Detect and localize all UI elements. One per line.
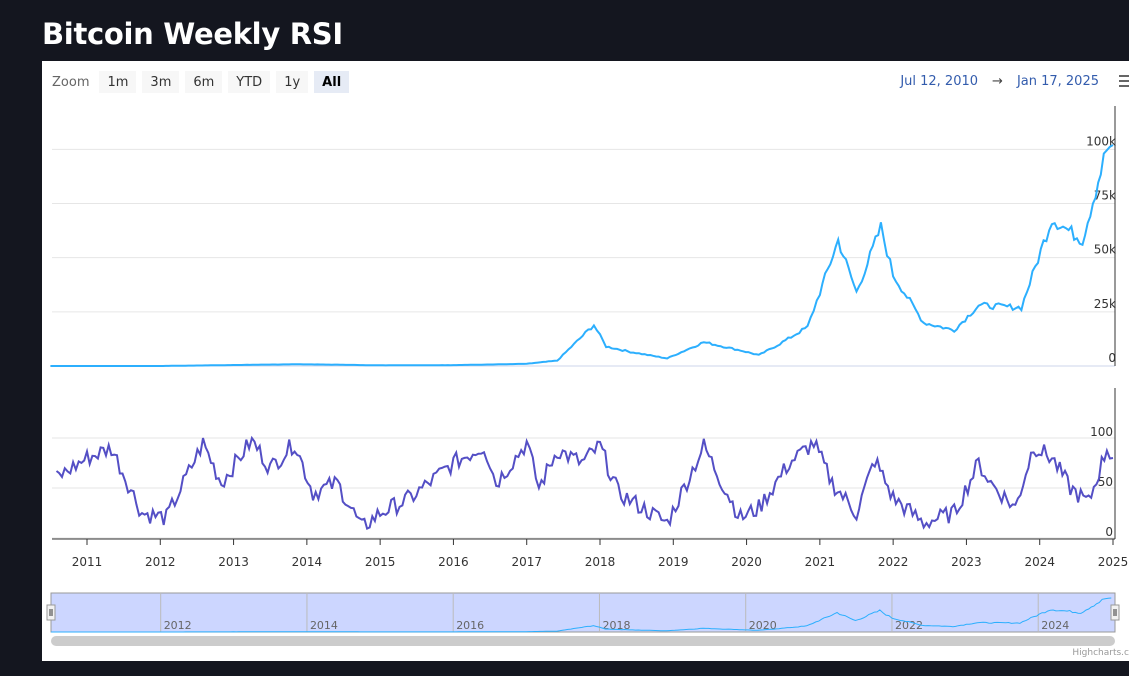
x-tick-label: 2017 (511, 555, 542, 569)
price-y-tick-label: 25k (1094, 297, 1116, 311)
price-y-tick-label: 100k (1086, 134, 1116, 148)
navigator-tick-label: 2020 (749, 619, 777, 632)
rsi-y-tick-label: 50 (1098, 475, 1113, 489)
x-tick-label: 2020 (731, 555, 762, 569)
page-title: Bitcoin Weekly RSI (42, 17, 343, 51)
price-y-tick-label: 0 (1108, 351, 1116, 365)
navigator-left-handle[interactable] (46, 604, 56, 621)
x-tick-label: 2014 (292, 555, 323, 569)
zoom-1m-button[interactable]: 1m (99, 71, 137, 93)
price-series-line (50, 144, 1114, 367)
x-tick-label: 2012 (145, 555, 176, 569)
date-range: Jul 12, 2010 → Jan 17, 2025 (900, 74, 1099, 89)
navigator-tick-label: 2016 (456, 619, 484, 632)
credits: Highcharts.c (1072, 648, 1129, 658)
zoom-ytd-button[interactable]: YTD (228, 71, 271, 93)
price-y-tick-label: 75k (1094, 189, 1116, 203)
zoom-all-button[interactable]: All (314, 71, 350, 93)
rsi-y-tick-label: 0 (1105, 525, 1113, 539)
rsi-y-tick-label: 100 (1090, 425, 1113, 439)
x-tick-label: 2023 (951, 555, 982, 569)
x-tick-label: 2024 (1024, 555, 1055, 569)
navigator-scrollbar[interactable] (51, 636, 1115, 646)
range-from-input[interactable]: Jul 12, 2010 (900, 74, 979, 89)
navigator-tick-label: 2012 (164, 619, 192, 632)
navigator-tick-label: 2014 (310, 619, 338, 632)
zoom-label: Zoom (52, 74, 90, 90)
x-tick-label: 2016 (438, 555, 469, 569)
zoom-1y-button[interactable]: 1y (276, 71, 309, 93)
x-tick-label: 2018 (585, 555, 616, 569)
navigator-tick-label: 2024 (1041, 619, 1069, 632)
navigator-tick-label: 2022 (895, 619, 923, 632)
hamburger-menu-icon[interactable] (1119, 75, 1129, 90)
zoom-bar: Zoom 1m 3m 6m YTD 1y All (52, 71, 350, 93)
x-tick-label: 2021 (805, 555, 836, 569)
zoom-6m-button[interactable]: 6m (185, 71, 223, 93)
x-tick-label: 2022 (878, 555, 909, 569)
x-tick-label: 2025 (1098, 555, 1129, 569)
range-to-input[interactable]: Jan 17, 2025 (1016, 74, 1099, 89)
navigator-series-line (51, 597, 1112, 633)
price-y-tick-label: 50k (1094, 243, 1116, 257)
chart-svg: 0 25k 50k 75k 100k 0 50 100 2011 2012 2013 2014 2015… (46, 106, 1129, 646)
x-tick-label: 2019 (658, 555, 689, 569)
navigator-right-handle[interactable] (1110, 604, 1120, 621)
rsi-series-line (55, 435, 1114, 531)
zoom-3m-button[interactable]: 3m (142, 71, 180, 93)
stock-chart: Zoom 1m 3m 6m YTD 1y All Jul 12, 2010 → … (42, 61, 1129, 661)
x-tick-label: 2013 (218, 555, 249, 569)
range-arrow: → (992, 74, 1003, 89)
x-tick-label: 2011 (72, 555, 103, 569)
x-tick-label: 2015 (365, 555, 396, 569)
